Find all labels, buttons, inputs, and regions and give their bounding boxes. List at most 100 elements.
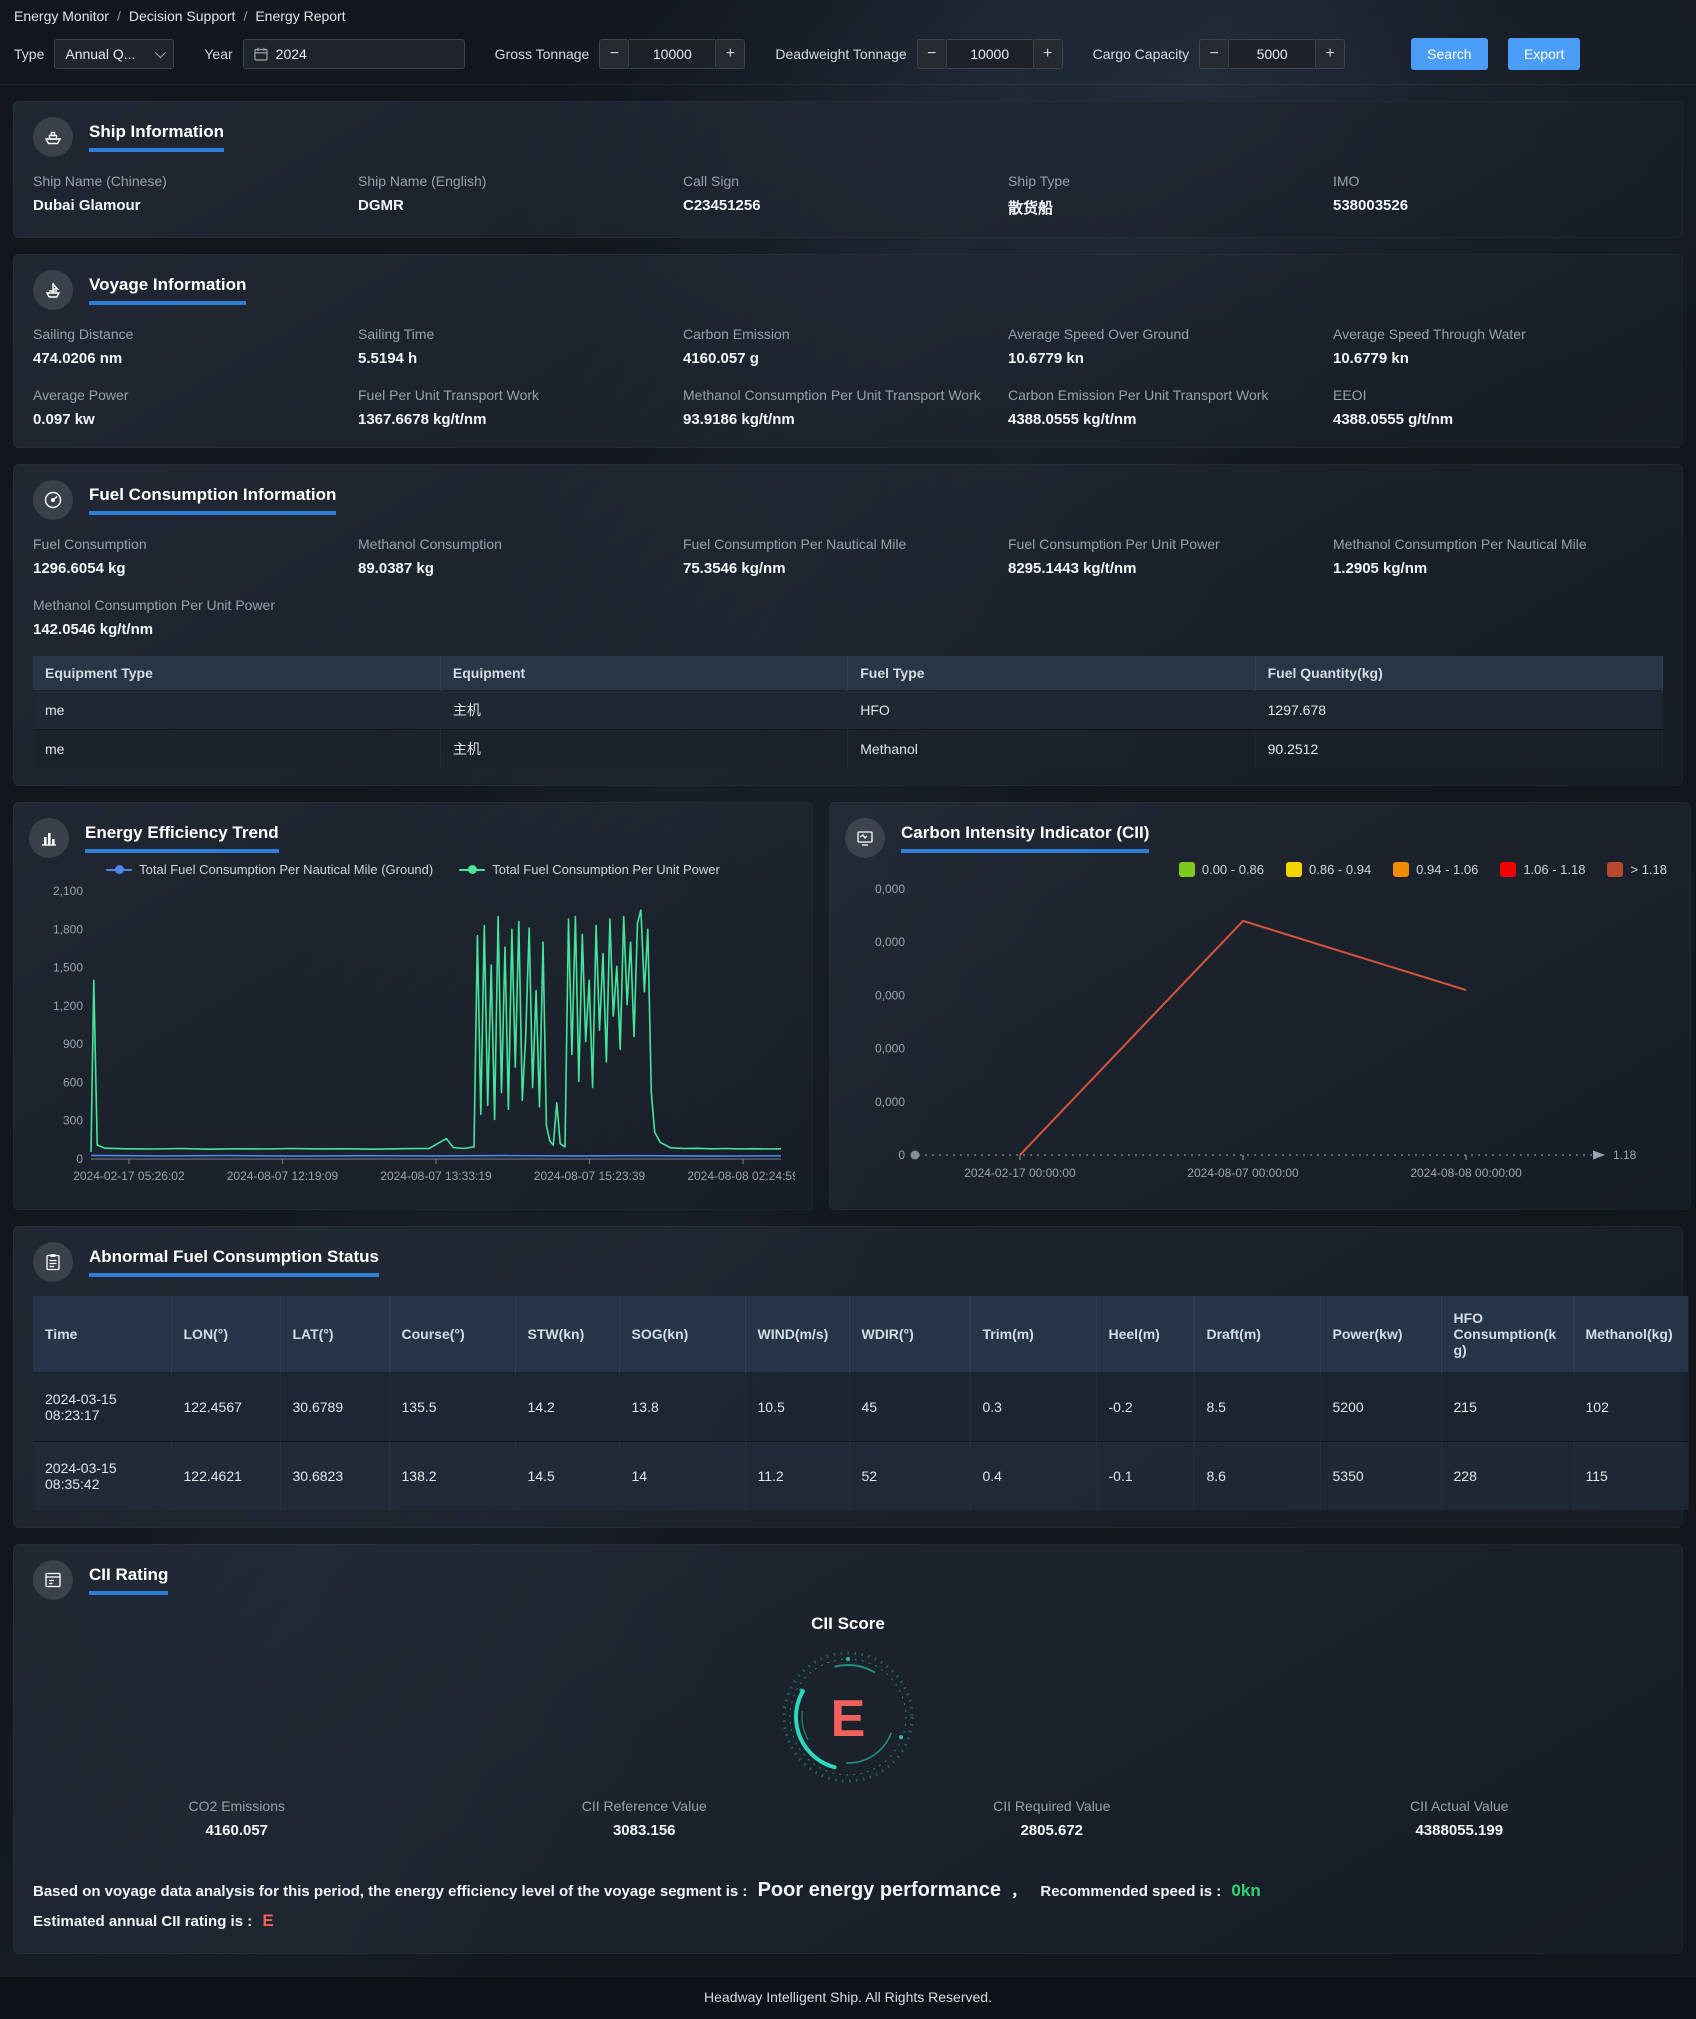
cii-legend-item[interactable]: 1.06 - 1.18 [1500, 862, 1585, 877]
ship-information-title: Ship Information [89, 122, 225, 152]
ship-info-field-value: Dubai Glamour [33, 197, 141, 214]
calendar-icon [254, 47, 268, 61]
deadweight-tonnage-input[interactable] [946, 40, 1033, 68]
svg-text:0,000: 0,000 [875, 935, 905, 949]
cii-legend-item[interactable]: 0.00 - 0.86 [1178, 862, 1264, 877]
cii-score-gauge: E [782, 1651, 914, 1783]
svg-text:0,000: 0,000 [875, 1042, 905, 1056]
svg-text:2024-02-17 00:00:00: 2024-02-17 00:00:00 [964, 1166, 1076, 1180]
cargo-capacity-plus-button[interactable]: + [1315, 39, 1346, 69]
fuel-info-field: Fuel Consumption Per Unit Power 8295.1443… [1008, 536, 1333, 577]
voyage-info-field-label: Average Speed Through Water [1333, 326, 1526, 342]
voyage-info-field-value: 474.0206 nm [33, 350, 123, 367]
energy-performance-text: Poor energy performance [757, 1879, 1001, 1901]
fuel-info-field: Fuel Consumption Per Nautical Mile 75.354… [683, 536, 1008, 577]
table-cell: 138.2 [389, 1441, 515, 1510]
year-label: Year [204, 46, 233, 62]
cii-legend-item[interactable]: > 1.18 [1607, 862, 1667, 877]
voyage-info-field-label: Sailing Time [358, 326, 435, 342]
legend-item-total-fuel-consumption-per-nautical-mile-ground-[interactable]: Total Fuel Consumption Per Nautical Mile… [106, 862, 433, 877]
deadweight-tonnage-plus-button[interactable]: + [1032, 39, 1063, 69]
abnormal-fuel-table: Time LON(°) LAT(°) Course(°) STW(kn) SOG(kn) W… [33, 1296, 1689, 1510]
table-cell: 5350 [1320, 1441, 1441, 1510]
search-button[interactable]: Search [1411, 38, 1488, 70]
gross-tonnage-plus-button[interactable]: + [715, 39, 746, 69]
voyage-info-field-value: 0.097 kw [33, 411, 95, 428]
cargo-capacity-minus-button[interactable]: − [1199, 39, 1230, 69]
voyage-info-field-label: Methanol Consumption Per Unit Transport … [683, 387, 981, 403]
legend-item-total-fuel-consumption-per-unit-power[interactable]: Total Fuel Consumption Per Unit Power [459, 862, 720, 877]
cii-chart: 0,000 0,000 0,000 0,000 0,000 0 1.18 2024-02-17… [875, 882, 1637, 1180]
energy-efficiency-trend-panel: Energy Efficiency Trend Total Fuel Consu… [13, 802, 813, 1210]
breadcrumb-decision-support[interactable]: Decision Support [128, 8, 236, 24]
ship-info-field-label: Call Sign [683, 173, 740, 189]
voyage-info-field-value: 4388.0555 g/t/nm [1333, 411, 1454, 428]
table-cell: HFO [847, 690, 1256, 730]
cii-legend-item[interactable]: 0.94 - 1.06 [1393, 862, 1478, 877]
gross-tonnage-input[interactable] [629, 40, 716, 68]
cii-score-title: CII Score [811, 1614, 885, 1633]
svg-text:2024-08-07 13:33:19: 2024-08-07 13:33:19 [380, 1169, 492, 1183]
fuel-info-field-value: 1.2905 kg/nm [1333, 560, 1428, 577]
ship-info-field-value: DGMR [358, 197, 404, 214]
table-header-cell: SOG(kn) [619, 1296, 746, 1373]
svg-text:900: 900 [63, 1037, 83, 1051]
voyage-info-field: Average Speed Through Water 10.6779 kn [1333, 326, 1658, 367]
table-cell: 90.2512 [1255, 729, 1663, 768]
cii-rating-field-value: 3083.156 [612, 1822, 676, 1839]
deadweight-tonnage-label: Deadweight Tonnage [775, 46, 907, 62]
cii-chart-panel: Carbon Intensity Indicator (CII) 0.00 - … [829, 802, 1691, 1210]
fuel-info-field-label: Fuel Consumption [33, 536, 147, 552]
table-cell: 8.6 [1194, 1441, 1320, 1510]
year-input-wrap [242, 39, 465, 69]
year-input[interactable] [275, 46, 454, 62]
table-cell: 8.5 [1194, 1372, 1320, 1442]
table-cell: 13.8 [619, 1372, 745, 1442]
type-label: Type [14, 46, 45, 62]
cargo-capacity-group: Cargo Capacity − + [1093, 39, 1346, 69]
table-cell: 10.5 [745, 1372, 849, 1442]
table-cell: 2024-03-15 08:23:17 [33, 1372, 171, 1442]
gross-tonnage-minus-button[interactable]: − [599, 39, 630, 69]
voyage-information-panel: Voyage Information Sailing Distance 474.0… [13, 254, 1683, 448]
cii-legend: 0.00 - 0.86 0.86 - 0.94 0.94 - 1.06 1.06 - … [845, 862, 1675, 877]
cii-rating-field-value: 4388055.199 [1415, 1822, 1504, 1839]
ship-info-field: Ship Type 散货船 [1008, 173, 1333, 218]
deadweight-tonnage-stepper: − + [916, 39, 1063, 69]
legend-marker [106, 865, 133, 874]
table-header-cell: Fuel Type [847, 656, 1256, 691]
cargo-capacity-stepper: − + [1199, 39, 1346, 69]
svg-text:1,500: 1,500 [53, 961, 83, 975]
voyage-info-field: Methanol Consumption Per Unit Transport … [683, 387, 1008, 428]
svg-text:2,100: 2,100 [53, 884, 83, 898]
voyage-info-field: Carbon Emission 4160.057 g [683, 326, 1008, 367]
table-row: 2024-03-15 08:23:17 122.4567 30.6789 135.5 1… [33, 1372, 1688, 1442]
gross-tonnage-group: Gross Tonnage − + [495, 39, 746, 69]
breadcrumb-energy-monitor[interactable]: Energy Monitor [14, 8, 109, 24]
cii-rating-fields: CO2 Emissions 4160.057 CII Reference Value… [33, 1798, 1663, 1839]
export-button[interactable]: Export [1507, 38, 1581, 70]
table-cell: 102 [1573, 1372, 1688, 1442]
svg-text:1,800: 1,800 [53, 922, 83, 936]
cii-rating-field-label: CO2 Emissions [188, 1798, 285, 1814]
type-filter-group: Type Annual Q... [14, 39, 175, 69]
voyage-info-field-label: Sailing Distance [33, 326, 134, 342]
voyage-info-field-value: 10.6779 kn [1008, 350, 1084, 367]
cii-legend-item[interactable]: 0.86 - 0.94 [1286, 862, 1371, 877]
cii-rating-field: CII Required Value 2805.672 [848, 1798, 1256, 1839]
type-select[interactable]: Annual Q... [54, 39, 175, 69]
voyage-info-field-label: Carbon Emission Per Unit Transport Work [1008, 387, 1269, 403]
legend-swatch [1178, 862, 1195, 877]
voyage-info-field-value: 4160.057 g [683, 350, 759, 367]
breadcrumb-energy-report[interactable]: Energy Report [255, 8, 346, 24]
cii-chart-area: 0,000 0,000 0,000 0,000 0,000 0 1.18 2024-02-17… [845, 877, 1675, 1200]
cii-rating-title: CII Rating [89, 1565, 169, 1595]
voyage-info-field-value: 10.6779 kn [1333, 350, 1409, 367]
breadcrumb: Energy Monitor / Decision Support / Energy R… [14, 8, 346, 24]
table-cell: 5200 [1320, 1372, 1441, 1442]
cargo-capacity-input[interactable] [1229, 40, 1316, 68]
table-header-cell: Power(kw) [1320, 1296, 1442, 1373]
legend-marker [459, 865, 486, 874]
voyage-info-field: Average Power 0.097 kw [33, 387, 358, 428]
deadweight-tonnage-minus-button[interactable]: − [916, 39, 947, 69]
